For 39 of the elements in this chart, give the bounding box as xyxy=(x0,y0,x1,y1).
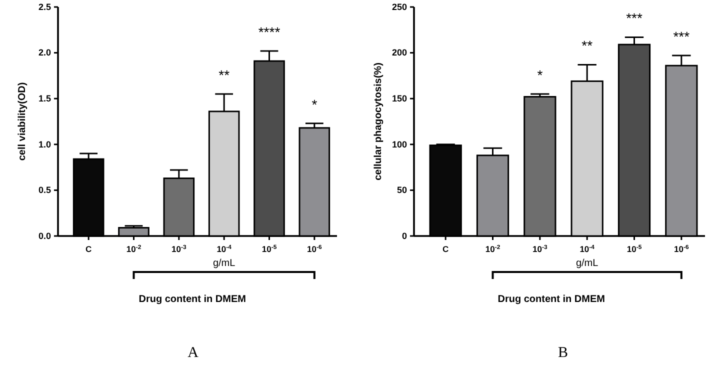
y-tick-label: 250 xyxy=(392,2,407,12)
x-tick-label: 10$^{-2}$ xyxy=(126,244,142,254)
y-tick-label: 1.5 xyxy=(38,93,51,104)
text: Drug content in DMEM xyxy=(498,294,605,305)
annotation: * xyxy=(537,67,544,84)
y-tick-label: 0.0 xyxy=(38,230,51,241)
y-tick-label: 1.0 xyxy=(38,139,51,150)
y-axis-title: cellular phagocytosis(%) xyxy=(373,62,384,180)
y-tick-label: 100 xyxy=(392,139,407,150)
y-axis-title: cell viability(OD) xyxy=(17,82,28,161)
x-tick-label: 10$^{-4}$ xyxy=(580,244,596,254)
y-tick-label: 2.0 xyxy=(38,48,51,58)
y-tick-label: 50 xyxy=(396,185,407,196)
x-tick-label: C xyxy=(86,244,92,254)
text: g/mL xyxy=(212,258,236,269)
y-tick-label: 150 xyxy=(392,93,407,104)
y-tick-label: 2.5 xyxy=(38,2,51,12)
x-tick-label: 10$^{-4}$ xyxy=(216,244,232,254)
x-tick-label: 10$^{-6}$ xyxy=(307,244,322,254)
x-tick-label: 10$^{-3}$ xyxy=(532,244,548,254)
y-tick-label: 200 xyxy=(392,48,407,58)
text: A xyxy=(188,345,199,361)
annotation: **** xyxy=(258,24,281,40)
x-tick-label: 10$^{-6}$ xyxy=(674,244,690,254)
x-tick-label: C xyxy=(442,244,449,254)
text: g/mL xyxy=(576,258,599,269)
annotation: ** xyxy=(582,38,594,54)
annotation: *** xyxy=(626,10,643,26)
y-tick-label: 0.5 xyxy=(38,185,51,196)
x-tick-label: 10$^{-3}$ xyxy=(172,244,187,254)
text: B xyxy=(558,345,568,361)
y-tick-label: 0 xyxy=(402,230,407,241)
x-tick-label: 10$^{-2}$ xyxy=(485,244,501,254)
x-tick-label: 10$^{-5}$ xyxy=(262,244,278,254)
annotation: *** xyxy=(673,28,690,45)
x-tick-label: 10$^{-5}$ xyxy=(626,244,642,254)
annotation: * xyxy=(312,96,318,112)
text: Drug content in DMEM xyxy=(138,294,246,305)
annotation: ** xyxy=(218,67,230,84)
